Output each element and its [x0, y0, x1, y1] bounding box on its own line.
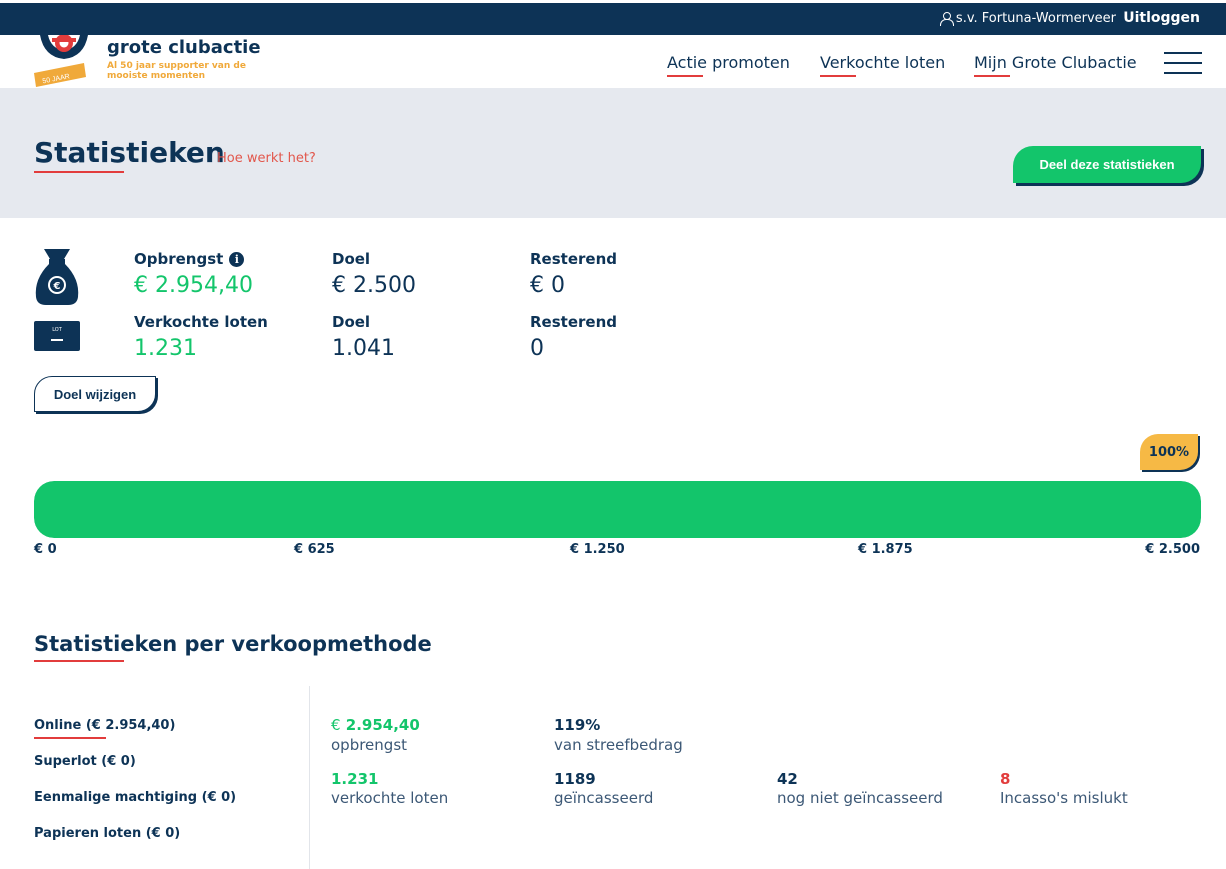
online-tickets-label: verkochte loten — [331, 789, 449, 807]
progress-bar — [34, 481, 1201, 538]
online-revenue-amount: 2.954,40 — [345, 716, 420, 734]
online-revenue-value: € 2.954,40 — [331, 716, 420, 734]
nav-verkochte-loten[interactable]: Verkochte loten — [820, 53, 946, 77]
revenue-remaining-value: € 0 — [530, 273, 565, 298]
section-title: Statistieken per verkoopmethode — [34, 632, 432, 656]
svg-text:€: € — [53, 281, 61, 292]
section-title-underline — [34, 660, 124, 662]
revenue-remaining-label: Resterend — [530, 250, 617, 268]
nav-actie-promoten[interactable]: Actie promoten — [667, 53, 790, 77]
club-name: s.v. Fortuna-Wormerveer — [955, 11, 1116, 26]
info-icon[interactable]: i — [229, 251, 245, 267]
change-goal-button[interactable]: Doel wijzigen — [34, 376, 156, 412]
site-header: 50 JAAR grote clubactie Al 50 jaar suppo… — [0, 35, 1226, 88]
account-link[interactable]: s.v. Fortuna-Wormerveer — [939, 11, 1116, 26]
logo-icon[interactable]: 50 JAAR — [34, 35, 96, 88]
nav-label: Mijn Grote Clubactie — [974, 53, 1137, 72]
divider — [309, 686, 310, 869]
progress-tick: € 2.500 — [1145, 542, 1200, 557]
tickets-goal-label: Doel — [332, 313, 371, 331]
online-revenue-label: opbrengst — [331, 736, 408, 754]
tickets-goal-value: 1.041 — [332, 336, 395, 361]
nav-label: Actie promoten — [667, 53, 790, 72]
nav-label: Verkochte loten — [820, 53, 946, 72]
title-band: Statistieken Hoe werkt het? Deel deze st… — [0, 88, 1226, 218]
revenue-goal-label: Doel — [332, 250, 371, 268]
progress-tick: € 1.875 — [858, 542, 913, 557]
tickets-label: Verkochte loten — [134, 313, 268, 331]
user-icon — [939, 11, 954, 26]
revenue-label: Opbrengst i — [134, 250, 245, 268]
menu-icon[interactable] — [1164, 52, 1202, 74]
title-underline — [34, 171, 124, 173]
top-bar: s.v. Fortuna-Wormerveer Uitloggen — [0, 3, 1226, 35]
page-title: Statistieken — [34, 136, 225, 169]
progress-percent-badge: 100% — [1140, 434, 1198, 470]
progress-tick: € 625 — [294, 542, 335, 557]
nav-mijn-grote-clubactie[interactable]: Mijn Grote Clubactie — [974, 53, 1137, 77]
revenue-label-text: Opbrengst — [134, 250, 224, 268]
method-eenmalige-machtiging[interactable]: Eenmalige machtiging (€ 0) — [34, 790, 237, 805]
nav-underline — [974, 75, 1010, 77]
online-collected-value: 1189 — [554, 770, 596, 788]
progress-bar-fill — [34, 481, 1201, 538]
tickets-remaining-label: Resterend — [530, 313, 617, 331]
method-papieren-loten[interactable]: Papieren loten (€ 0) — [34, 826, 181, 841]
currency-prefix: € — [331, 716, 341, 734]
method-active-underline — [34, 737, 106, 739]
nav-underline — [667, 75, 703, 77]
method-superlot[interactable]: Superlot (€ 0) — [34, 754, 136, 769]
nav-underline — [820, 75, 856, 77]
lot-icon-text: LOT — [52, 327, 62, 333]
online-failed-value: 8 — [1000, 770, 1011, 788]
share-stats-button[interactable]: Deel deze statistieken — [1013, 146, 1201, 183]
online-pending-value: 42 — [777, 770, 798, 788]
online-tickets-value: 1.231 — [331, 770, 379, 788]
online-pending-label: nog niet geïncasseerd — [777, 789, 943, 807]
online-collected-label: geïncasseerd — [554, 789, 654, 807]
tickets-value: 1.231 — [134, 336, 197, 361]
online-target-label: van streefbedrag — [554, 736, 683, 754]
lottery-ticket-icon: LOT — [34, 321, 80, 351]
brand-name: grote clubactie — [107, 37, 261, 58]
help-link[interactable]: Hoe werkt het? — [217, 151, 316, 166]
online-target-value: 119% — [554, 716, 601, 734]
logout-link[interactable]: Uitloggen — [1123, 10, 1200, 26]
online-failed-label: Incasso's mislukt — [1000, 789, 1128, 807]
brand[interactable]: grote clubactie Al 50 jaar supporter van… — [107, 37, 261, 81]
tickets-remaining-value: 0 — [530, 336, 544, 361]
money-bag-icon: € — [35, 249, 79, 305]
revenue-value: € 2.954,40 — [134, 273, 253, 298]
brand-tagline: Al 50 jaar supporter van de mooiste mome… — [107, 61, 246, 81]
progress-tick: € 0 — [34, 542, 57, 557]
method-online[interactable]: Online (€ 2.954,40) — [34, 718, 176, 733]
progress-tick: € 1.250 — [570, 542, 625, 557]
revenue-goal-value: € 2.500 — [332, 273, 416, 298]
